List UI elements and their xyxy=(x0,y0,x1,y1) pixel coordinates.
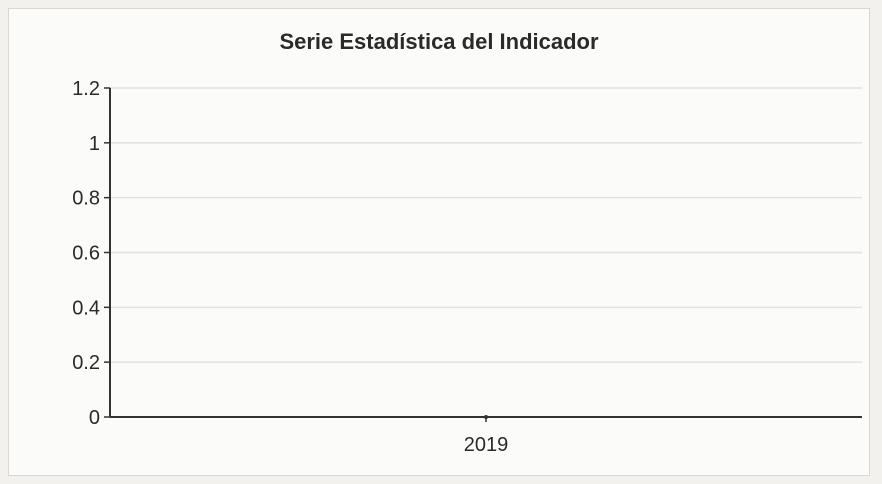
y-tick-label: 1.2 xyxy=(72,78,100,100)
x-tick-label: 2019 xyxy=(464,434,509,456)
chart-title: Serie Estadística del Indicador xyxy=(279,29,599,54)
series-point xyxy=(484,415,488,419)
y-tick-label: 0.2 xyxy=(72,352,100,374)
y-tick-label: 1 xyxy=(89,133,100,155)
chart-frame: Serie Estadística del Indicador xyxy=(8,8,870,476)
y-tick-label: 0.4 xyxy=(72,297,100,319)
y-tick-label: 0 xyxy=(89,407,100,429)
y-tick-label: 0.8 xyxy=(72,188,100,210)
y-tick-label: 0.6 xyxy=(72,243,100,265)
